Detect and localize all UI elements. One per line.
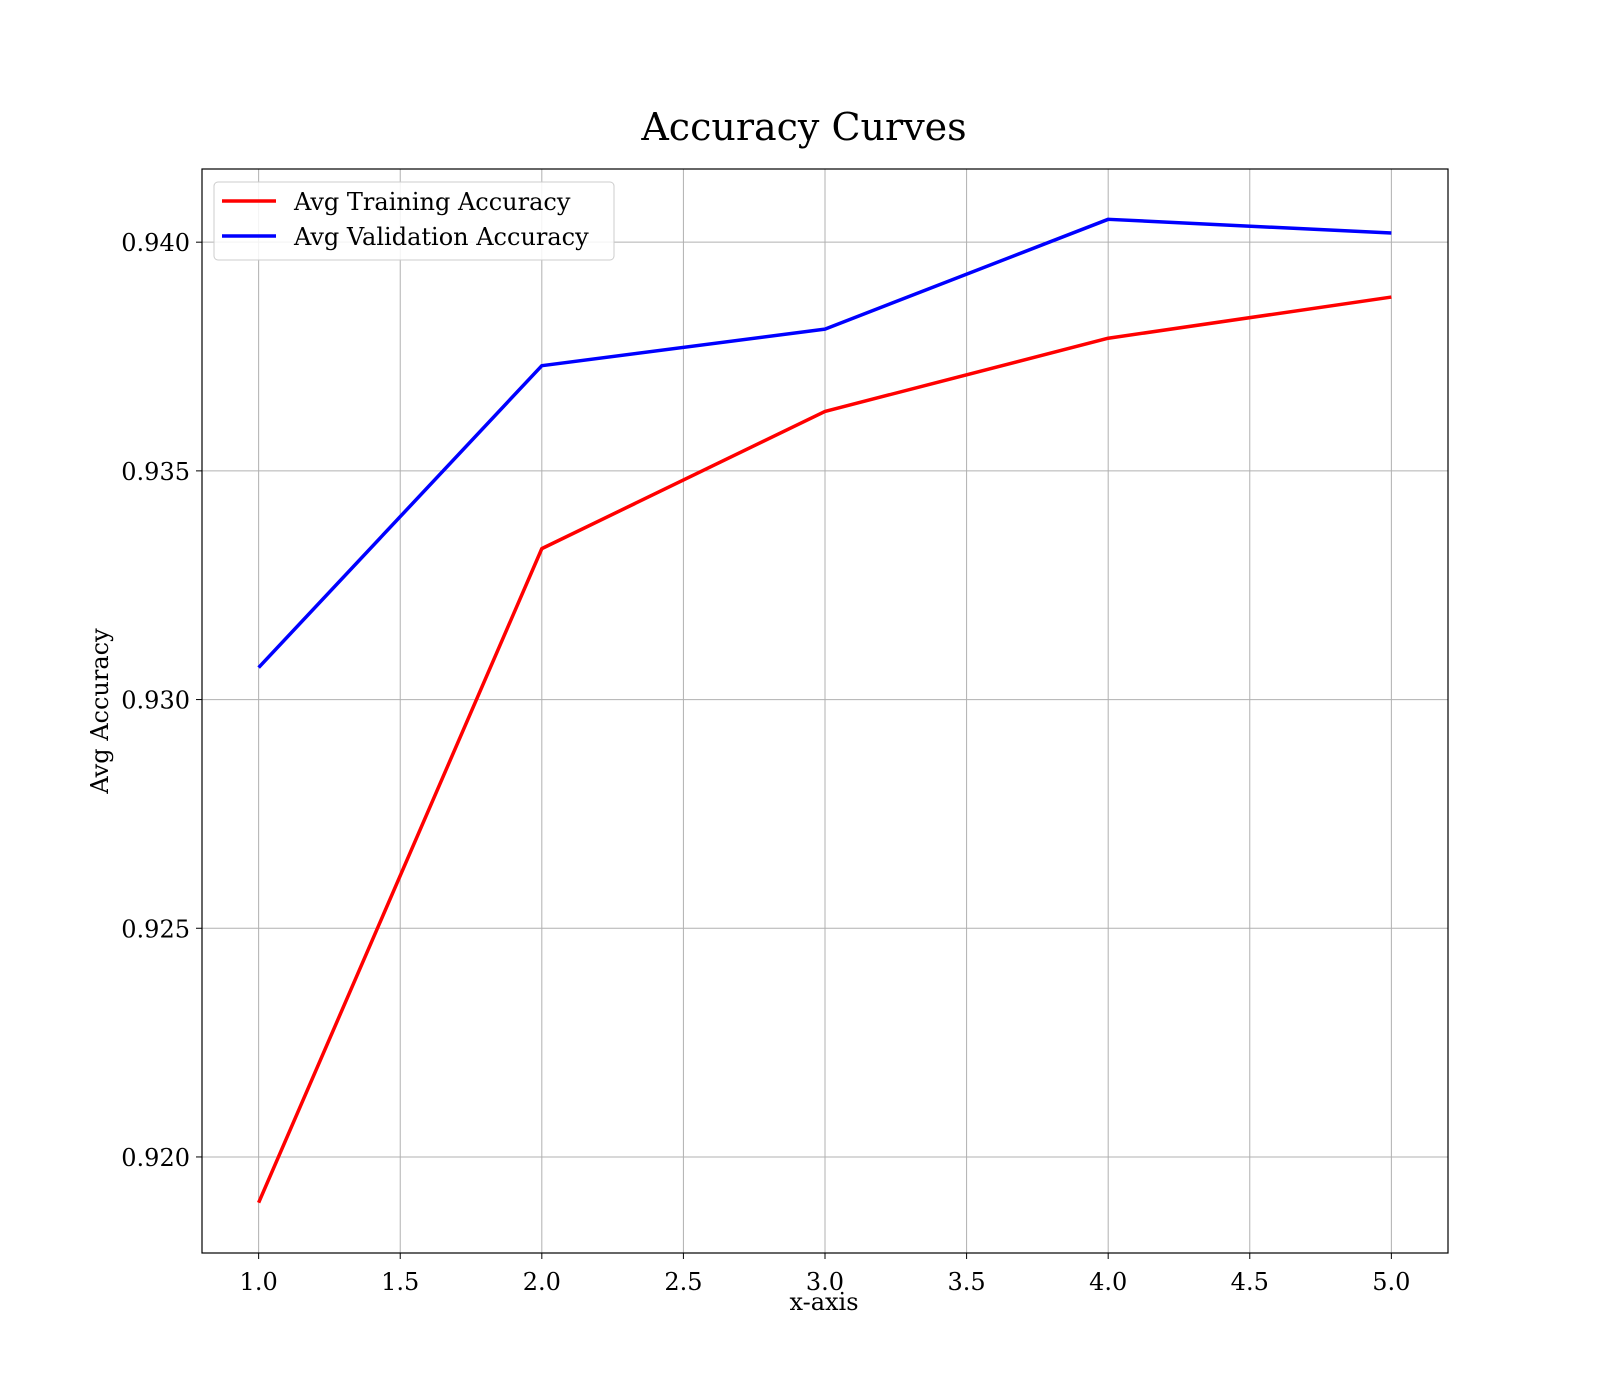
validation-accuracy-line [257, 217, 1392, 669]
x-tick-label: 2.0 [523, 1268, 561, 1296]
y-tick-label: 0.920 [121, 1144, 190, 1172]
y-tick-label: 0.925 [121, 915, 190, 943]
chart-title: Accuracy Curves [640, 105, 966, 149]
y-axis-label: Avg Accuracy [86, 628, 114, 795]
x-tick-label: 1.0 [240, 1268, 278, 1296]
grid [202, 169, 1448, 1253]
y-tick-label: 0.940 [121, 229, 190, 257]
x-tick-label: 3.0 [806, 1268, 844, 1296]
x-tick-label: 2.5 [664, 1268, 702, 1296]
x-tick-label: 5.0 [1372, 1268, 1410, 1296]
x-tick-label: 4.0 [1089, 1268, 1127, 1296]
x-axis-label: x-axis [789, 1288, 858, 1316]
legend-box [213, 181, 615, 261]
y-tick-label: 0.930 [121, 687, 190, 715]
legend: Avg Training Accuracy Avg Validation Acc… [213, 181, 615, 261]
training-accuracy-line [257, 295, 1392, 1204]
y-tick-label: 0.935 [121, 458, 190, 486]
legend-label-training: Avg Training Accuracy [293, 188, 571, 216]
legend-label-validation: Avg Validation Accuracy [293, 223, 589, 251]
x-tick-label: 3.5 [948, 1268, 986, 1296]
series-group [257, 217, 1392, 1204]
x-tick-label: 4.5 [1231, 1268, 1269, 1296]
axis-ticks: 1.0 1.5 2.0 2.5 3.0 3.5 4.0 4.5 5.0 0.920 0.925 0.9… [121, 229, 1410, 1296]
x-tick-label: 1.5 [381, 1268, 419, 1296]
